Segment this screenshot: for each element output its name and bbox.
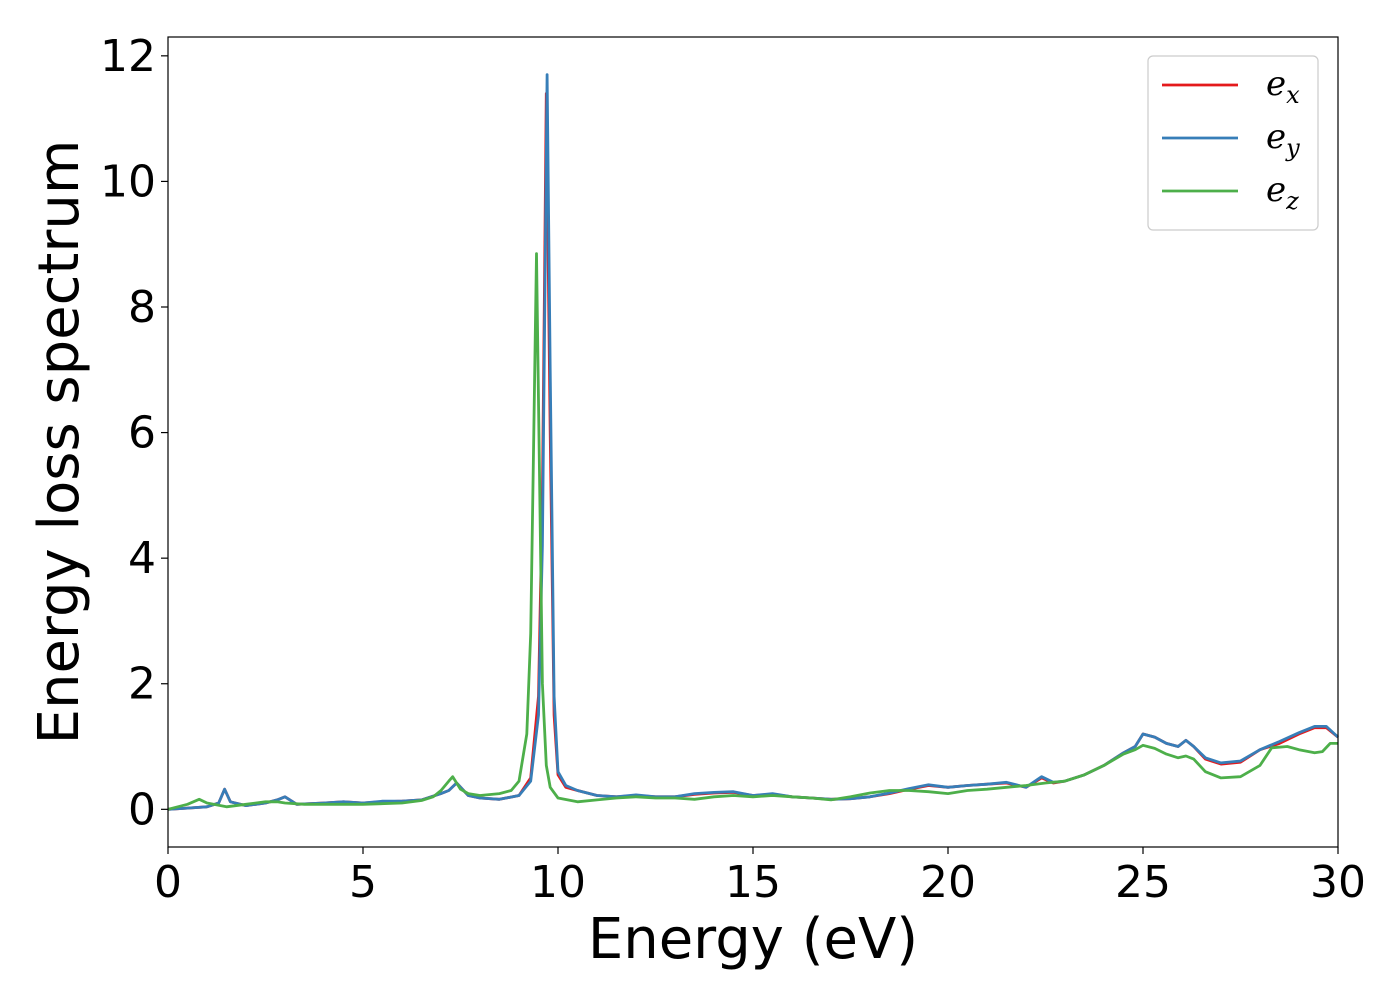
legend-label-z: ez xyxy=(1266,170,1299,215)
y-tick-label: 6 xyxy=(128,408,156,459)
x-tick-label: 0 xyxy=(154,857,182,908)
y-axis-title: Energy loss spectrum xyxy=(27,140,92,745)
y-tick-label: 2 xyxy=(128,659,156,710)
x-axis-title: Energy (eV) xyxy=(588,907,918,972)
y-tick-label: 4 xyxy=(128,533,156,584)
series-layer xyxy=(167,73,1339,811)
x-tick-label: 15 xyxy=(725,857,781,908)
x-tick-label: 30 xyxy=(1310,857,1366,908)
y-axis: 0 2 4 6 8 10 12 xyxy=(100,31,168,835)
y-tick-label: 12 xyxy=(100,31,156,82)
legend: ex ey ez xyxy=(1147,55,1319,231)
legend-label-x: ex xyxy=(1266,64,1300,109)
x-axis: 0 5 10 15 20 25 30 xyxy=(154,847,1366,908)
plot-area xyxy=(168,37,1338,847)
x-tick-label: 5 xyxy=(349,857,377,908)
y-tick-label: 10 xyxy=(100,156,156,207)
x-tick-label: 20 xyxy=(920,857,976,908)
x-tick-label: 10 xyxy=(530,857,586,908)
y-tick-label: 8 xyxy=(128,282,156,333)
legend-box xyxy=(1147,55,1319,231)
x-tick-label: 25 xyxy=(1115,857,1171,908)
y-tick-label: 0 xyxy=(128,784,156,835)
legend-label-y: ey xyxy=(1266,117,1300,162)
series-line-z xyxy=(167,252,1338,811)
